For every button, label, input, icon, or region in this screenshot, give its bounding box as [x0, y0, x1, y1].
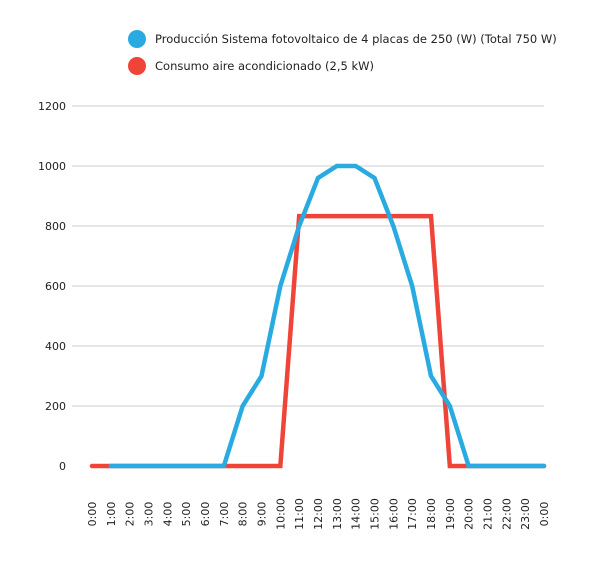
x-tick-label: 11:00 — [293, 498, 306, 530]
legend-item-consumption[interactable]: Consumo aire acondicionado (2,5 kW) — [128, 57, 374, 75]
x-tick-label: 19:00 — [444, 498, 457, 530]
x-tick-label: 10:00 — [274, 498, 287, 530]
x-tick-label: 9:00 — [256, 502, 269, 527]
x-tick-label: 22:00 — [500, 498, 513, 530]
x-tick-label: 7:00 — [218, 502, 231, 527]
y-tick-label: 800 — [45, 220, 66, 233]
y-tick-label: 1200 — [38, 100, 66, 113]
series-line-consumption — [89, 213, 547, 469]
x-tick-label: 5:00 — [180, 502, 193, 527]
x-tick-label: 3:00 — [143, 502, 156, 527]
x-tick-label: 21:00 — [482, 498, 495, 530]
x-tick-label: 12:00 — [312, 498, 325, 530]
y-tick-label: 600 — [45, 280, 66, 293]
legend-label-consumption: Consumo aire acondicionado (2,5 kW) — [155, 59, 374, 73]
x-tick-label: 23:00 — [519, 498, 532, 530]
y-tick-label: 200 — [45, 400, 66, 413]
legend: Producción Sistema fotovoltaico de 4 pla… — [128, 30, 557, 75]
x-tick-label: 17:00 — [406, 498, 419, 530]
x-tick-label: 16:00 — [387, 498, 400, 530]
x-tick-label: 14:00 — [350, 498, 363, 530]
y-tick-label: 0 — [59, 460, 66, 473]
x-tick-label: 8:00 — [237, 502, 250, 527]
legend-marker-production — [128, 30, 146, 48]
x-tick-label: 13:00 — [331, 498, 344, 530]
x-tick-label: 20:00 — [463, 498, 476, 530]
x-tick-label: 2:00 — [124, 502, 137, 527]
x-tick-label: 1:00 — [105, 502, 118, 527]
x-tick-label: 18:00 — [425, 498, 438, 530]
legend-item-production[interactable]: Producción Sistema fotovoltaico de 4 pla… — [128, 30, 557, 48]
y-tick-label: 400 — [45, 340, 66, 353]
series-line-production — [108, 163, 547, 469]
x-tick-label: 15:00 — [369, 498, 382, 530]
legend-label-production: Producción Sistema fotovoltaico de 4 pla… — [155, 32, 557, 46]
legend-marker-consumption — [128, 57, 146, 75]
y-tick-label: 1000 — [38, 160, 66, 173]
x-tick-label: 4:00 — [161, 502, 174, 527]
x-tick-label: 0:00 — [86, 502, 99, 527]
x-tick-label: 6:00 — [199, 502, 212, 527]
x-tick-label: 0:00 — [538, 502, 551, 527]
